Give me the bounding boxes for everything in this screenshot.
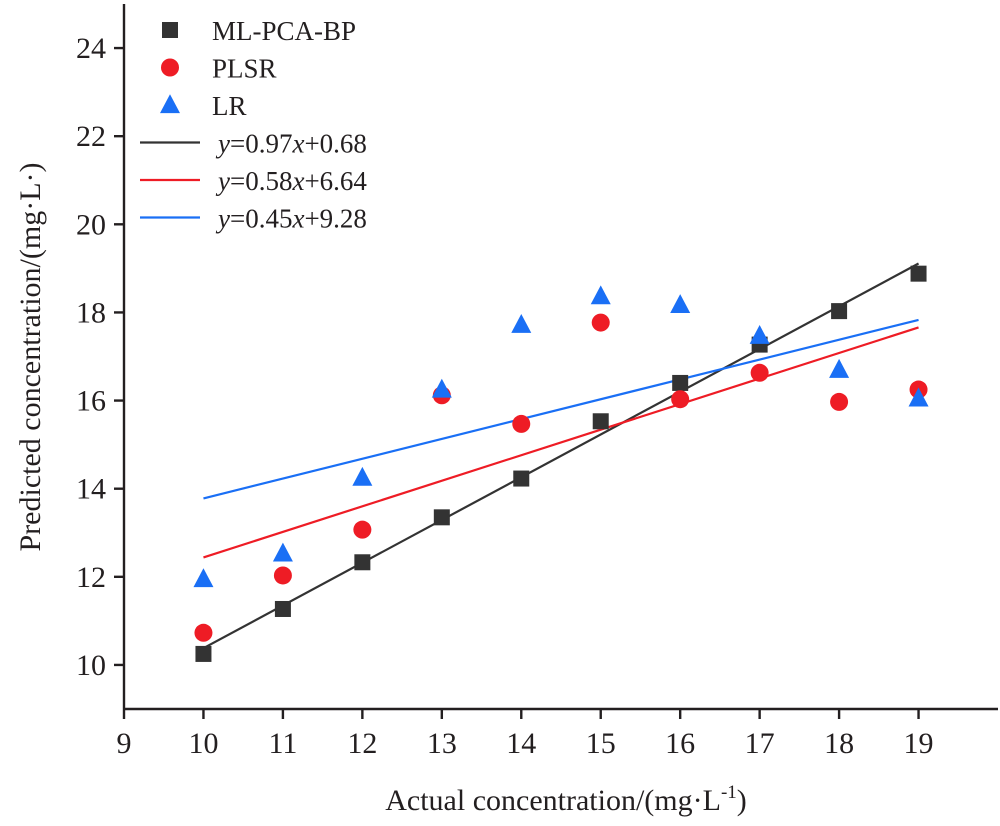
- fit-line-2: [203, 326, 919, 559]
- legend: ML-PCA-BP PLSR LR y=0.97x+0.68 y=0.58x+6.64 y…: [140, 16, 367, 234]
- point-triangle-3-5: [511, 313, 532, 333]
- x-tick-label-9: 9: [117, 727, 132, 760]
- fit-lines: [202, 262, 920, 650]
- fit-line-1: [202, 262, 920, 650]
- legend-label-1: ML-PCA-BP: [212, 16, 356, 46]
- point-circle-2-3: [353, 520, 372, 539]
- x-tick-label-19: 19: [904, 727, 934, 760]
- x-axis-title: Actual concentration/(mg·L-1): [385, 782, 747, 817]
- point-square-1-10: [910, 265, 927, 282]
- point-triangle-3-6: [590, 285, 611, 305]
- legend-marker-1: [162, 22, 178, 38]
- x-tick-label-13: 13: [427, 727, 457, 760]
- x-tick-label-12: 12: [347, 727, 377, 760]
- y-tick-label-24: 24: [76, 32, 106, 65]
- x-tick-label-10: 10: [188, 727, 218, 760]
- point-square-1-7: [672, 374, 689, 391]
- legend-equation-3: y=0.45x+9.28: [215, 204, 367, 234]
- legend-label-3: LR: [212, 91, 247, 121]
- point-triangle-3-10: [908, 387, 929, 407]
- point-triangle-3-9: [829, 358, 850, 378]
- point-triangle-3-1: [193, 568, 214, 588]
- point-square-1-5: [513, 470, 530, 487]
- point-circle-2-6: [591, 313, 610, 332]
- point-circle-2-1: [194, 623, 213, 642]
- y-tick-label-22: 22: [76, 120, 106, 153]
- y-tick-label-16: 16: [76, 385, 106, 418]
- x-tick-label-16: 16: [665, 727, 695, 760]
- legend-equation-1: y=0.97x+0.68: [215, 129, 367, 159]
- point-triangle-3-7: [670, 294, 691, 314]
- y-tick-label-10: 10: [76, 649, 106, 682]
- point-circle-2-9: [830, 392, 849, 411]
- point-triangle-3-3: [352, 466, 373, 486]
- x-tick-label-11: 11: [268, 727, 297, 760]
- x-tick-label-14: 14: [506, 727, 536, 760]
- point-circle-2-7: [671, 390, 690, 409]
- point-square-1-1: [195, 645, 212, 662]
- data-points: [193, 265, 929, 662]
- point-square-1-4: [433, 509, 450, 526]
- point-square-1-3: [354, 554, 371, 571]
- point-circle-2-5: [512, 414, 531, 433]
- point-triangle-3-8: [749, 324, 770, 344]
- x-tick-label-15: 15: [586, 727, 616, 760]
- x-tick-label-17: 17: [745, 727, 775, 760]
- fit-line-3: [203, 318, 919, 500]
- y-tick-label-20: 20: [76, 208, 106, 241]
- y-axis-title: Predicted concentration/(mg·L·): [14, 162, 47, 551]
- legend-equation-2: y=0.58x+6.64: [215, 166, 367, 196]
- point-triangle-3-4: [431, 378, 452, 398]
- y-tick-label-12: 12: [76, 561, 106, 594]
- point-triangle-3-2: [272, 542, 293, 562]
- y-tick-label-18: 18: [76, 296, 106, 329]
- legend-marker-3: [160, 94, 180, 114]
- legend-label-2: PLSR: [212, 54, 277, 84]
- point-square-1-2: [274, 600, 291, 617]
- point-circle-2-2: [273, 566, 292, 585]
- point-square-1-6: [592, 413, 609, 430]
- point-square-1-9: [831, 303, 848, 320]
- y-tick-label-14: 14: [76, 473, 106, 506]
- x-tick-label-18: 18: [824, 727, 854, 760]
- point-circle-2-8: [750, 363, 769, 382]
- axes: 9 10 11 12 13 14 15 16 17 18 19 10 12 14 16 18 20 22 24: [76, 4, 998, 760]
- legend-marker-2: [161, 58, 179, 77]
